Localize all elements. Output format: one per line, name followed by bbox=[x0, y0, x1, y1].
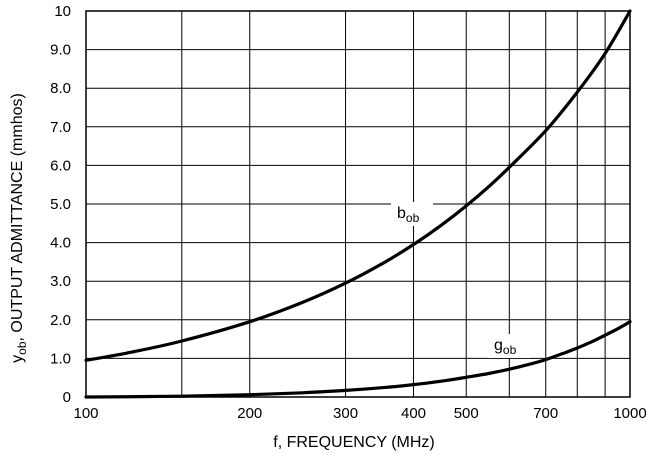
curves bbox=[84, 9, 632, 399]
bob-curve bbox=[84, 9, 632, 362]
gob-label-main: g bbox=[494, 337, 503, 354]
y-tick-label: 5.0 bbox=[50, 196, 71, 213]
x-tick-label: 700 bbox=[533, 405, 558, 422]
y-axis-title-main: y bbox=[9, 355, 26, 363]
x-tick-label: 400 bbox=[401, 405, 426, 422]
bob-label-background bbox=[391, 202, 433, 226]
y-tick-label: 8.0 bbox=[50, 80, 71, 97]
bob-label-subscript: ob bbox=[406, 211, 420, 225]
gob-label: gob bbox=[494, 337, 517, 357]
x-tick-label: 500 bbox=[454, 405, 479, 422]
y-tick-label: 0 bbox=[63, 389, 71, 406]
gob-label-subscript: ob bbox=[503, 343, 517, 357]
y-tick-label: 1.0 bbox=[50, 350, 71, 367]
y-tick-label: 7.0 bbox=[50, 119, 71, 136]
y-tick-label: 10 bbox=[54, 3, 71, 20]
y-tick-label: 9.0 bbox=[50, 42, 71, 59]
gob-label-background bbox=[488, 334, 530, 358]
x-tick-label: 100 bbox=[73, 405, 98, 422]
y-tick-label: 3.0 bbox=[50, 273, 71, 290]
x-tick-label: 1000 bbox=[613, 405, 646, 422]
y-axis-title-subscript: ob bbox=[15, 341, 29, 355]
bob-label-main: b bbox=[397, 205, 406, 222]
bob-label: bob bbox=[397, 205, 420, 225]
y-axis-title: yob, OUTPUT ADMITTANCE (mmhos) bbox=[9, 93, 29, 363]
y-axis-title-rest: , OUTPUT ADMITTANCE (mmhos) bbox=[9, 93, 26, 341]
grid bbox=[85, 10, 631, 398]
gob-curve bbox=[84, 320, 632, 399]
x-tick-labels: 100 200 300 400 500 700 1000 bbox=[73, 405, 646, 422]
plot-frame bbox=[85, 10, 631, 398]
y-tick-labels: 0 1.0 2.0 3.0 4.0 5.0 6.0 7.0 8.0 9.0 10 bbox=[50, 3, 71, 406]
x-tick-label: 200 bbox=[237, 405, 262, 422]
x-tick-label: 300 bbox=[333, 405, 358, 422]
y-tick-label: 2.0 bbox=[50, 312, 71, 329]
x-axis-title: f, FREQUENCY (MHz) bbox=[273, 434, 434, 451]
y-tick-label: 4.0 bbox=[50, 235, 71, 252]
y-tick-label: 6.0 bbox=[50, 157, 71, 174]
